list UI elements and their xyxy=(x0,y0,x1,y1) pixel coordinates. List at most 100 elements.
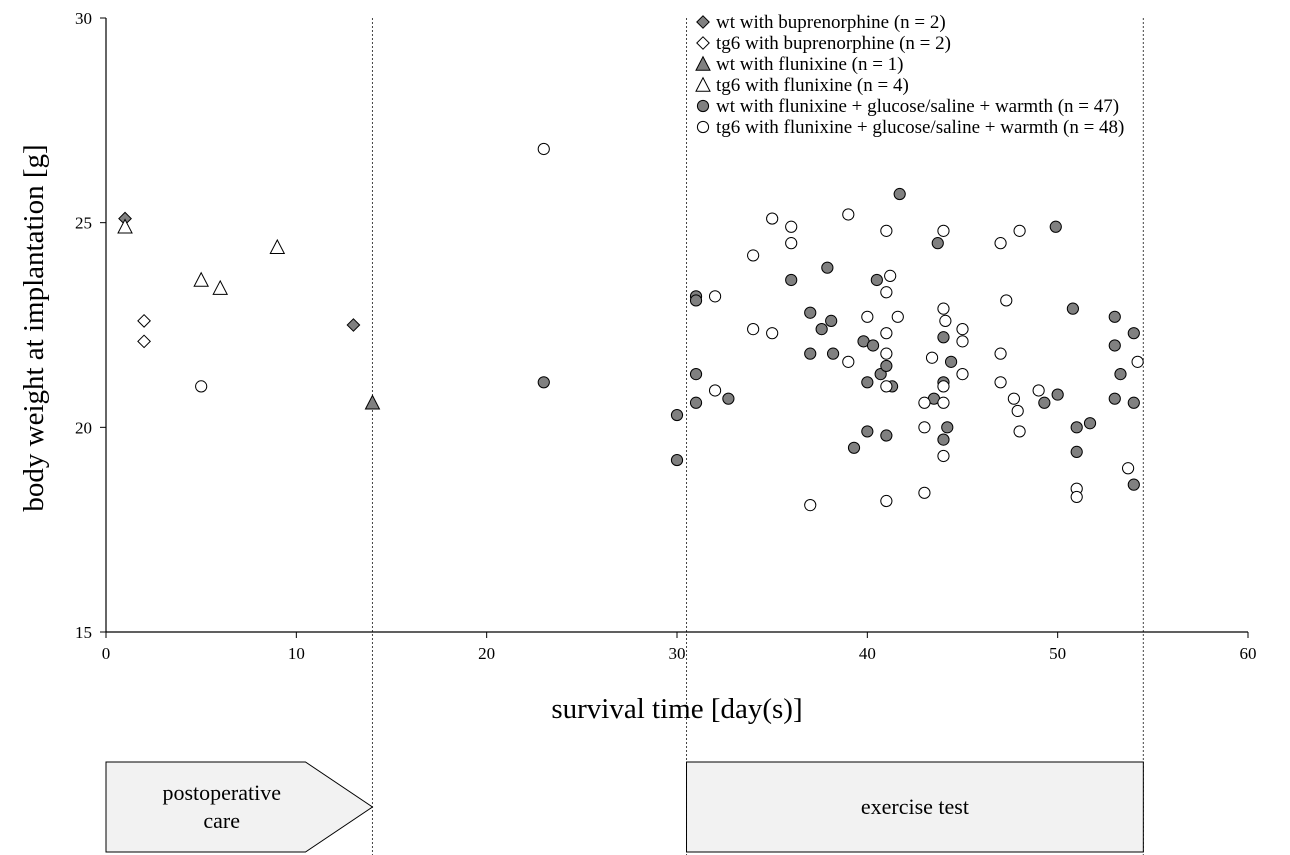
data-point-series-5 xyxy=(1011,404,1024,418)
legend-marker xyxy=(696,36,710,50)
phase-box-exercise-test xyxy=(686,761,1144,853)
tick-marks: 0 10 20 30 40 50 60 15 20 25 30 xyxy=(75,9,1257,663)
data-point-series-5 xyxy=(918,486,931,499)
phase-label: care xyxy=(203,808,240,833)
data-point-series-5 xyxy=(766,327,779,340)
data-point-series-3 xyxy=(117,218,133,234)
data-point-series-5 xyxy=(880,224,893,237)
data-point-series-4 xyxy=(537,376,550,389)
data-point-series-5 xyxy=(880,380,893,393)
data-point-series-5 xyxy=(1013,425,1026,438)
data-point-series-5 xyxy=(939,314,952,328)
data-point-series-5 xyxy=(1000,294,1013,307)
data-point-series-0 xyxy=(346,318,361,332)
data-point-series-4 xyxy=(1114,368,1127,381)
data-point-series-4 xyxy=(861,376,874,389)
x-tick-label: 30 xyxy=(669,644,686,663)
data-point-series-4 xyxy=(670,408,684,422)
data-point-series-4 xyxy=(689,396,703,409)
legend-marker xyxy=(696,99,710,113)
data-point-series-4 xyxy=(815,322,828,336)
y-axis-title: body weight at implantation [g] xyxy=(18,144,50,511)
data-point-series-5 xyxy=(1070,490,1083,504)
legend-marker xyxy=(695,55,711,71)
data-point-series-5 xyxy=(861,310,874,323)
data-point-series-4 xyxy=(847,441,861,454)
data-point-series-4 xyxy=(880,429,893,442)
legend-entry-label: tg6 with buprenorphine (n = 2) xyxy=(716,33,951,54)
x-axis-title: survival time [day(s)] xyxy=(551,693,802,725)
data-point-series-5 xyxy=(1013,224,1026,237)
legend-marker xyxy=(696,120,710,134)
x-tick-label: 0 xyxy=(102,644,111,663)
data-point-series-5 xyxy=(1121,462,1135,475)
data-point-series-4 xyxy=(804,306,817,319)
data-point-series-4 xyxy=(1108,310,1121,323)
legend-entry-label: tg6 with flunixine + glucose/saline + wa… xyxy=(716,117,1124,138)
x-tick-label: 60 xyxy=(1240,644,1257,663)
data-point-series-4 xyxy=(785,273,798,287)
data-point-series-4 xyxy=(941,421,954,434)
data-point-series-5 xyxy=(956,335,969,348)
data-point-series-4 xyxy=(670,453,684,467)
data-point-series-5 xyxy=(537,142,550,156)
data-point-series-5 xyxy=(880,494,893,508)
phase-box-postoperative-care xyxy=(105,761,374,853)
data-point-series-5 xyxy=(880,327,893,340)
phase-label: exercise test xyxy=(861,794,969,819)
x-tick-label: 10 xyxy=(288,644,305,663)
data-point-series-5 xyxy=(956,368,969,381)
y-tick-label: 15 xyxy=(75,623,92,642)
phase-boxes: postoperative care exercise test xyxy=(105,761,1144,853)
data-point-series-4 xyxy=(722,392,735,405)
data-point-series-4 xyxy=(866,339,880,352)
data-point-series-5 xyxy=(1131,355,1144,368)
data-point-series-4 xyxy=(1108,392,1121,405)
data-point-series-5 xyxy=(842,355,855,368)
data-point-series-5 xyxy=(766,212,779,225)
data-point-series-4 xyxy=(1038,396,1051,409)
data-point-series-5 xyxy=(937,380,950,393)
data-point-series-4 xyxy=(1127,327,1140,340)
data-point-series-4 xyxy=(689,368,703,381)
data-point-series-4 xyxy=(1108,339,1121,352)
data-point-series-4 xyxy=(1070,421,1083,434)
legend-entry-label: tg6 with flunixine (n = 4) xyxy=(716,75,909,96)
data-point-series-4 xyxy=(825,314,838,328)
data-point-series-5 xyxy=(937,224,950,237)
data-point-series-4 xyxy=(1127,396,1140,409)
x-tick-label: 20 xyxy=(478,644,495,663)
data-point-series-5 xyxy=(880,286,893,299)
data-point-series-1 xyxy=(137,313,151,328)
data-point-series-1 xyxy=(137,334,151,349)
data-point-series-4 xyxy=(893,187,906,201)
data-point-series-5 xyxy=(747,249,760,262)
data-point-series-4 xyxy=(1066,302,1079,315)
legend-entry-label: wt with buprenorphine (n = 2) xyxy=(716,12,946,33)
data-point-series-5 xyxy=(918,421,931,434)
legend-marker xyxy=(696,15,710,29)
data-point-series-5 xyxy=(925,351,939,364)
legend: wt with buprenorphine (n = 2)tg6 with bu… xyxy=(695,12,1124,138)
data-point-series-5 xyxy=(994,376,1007,389)
data-point-series-4 xyxy=(861,425,874,438)
data-point-series-4 xyxy=(1083,417,1097,430)
data-point-series-5 xyxy=(937,302,950,315)
data-point-series-5 xyxy=(804,499,817,512)
reference-lines xyxy=(371,18,1144,855)
data-point-series-5 xyxy=(884,269,897,282)
legend-entry-label: wt with flunixine (n = 1) xyxy=(716,54,904,75)
data-point-series-5 xyxy=(1007,392,1020,405)
phase-label: postoperative xyxy=(162,780,281,805)
data-point-series-3 xyxy=(193,271,209,287)
x-tick-label: 40 xyxy=(859,644,876,663)
legend-marker xyxy=(695,76,711,92)
legend-entry-label: wt with flunixine + glucose/saline + war… xyxy=(716,96,1119,117)
data-point-series-5 xyxy=(708,384,722,397)
data-point-series-5 xyxy=(195,380,208,393)
data-points xyxy=(117,142,1144,512)
data-point-series-4 xyxy=(826,347,840,360)
data-point-series-3 xyxy=(269,238,286,254)
data-point-series-4 xyxy=(874,368,887,381)
